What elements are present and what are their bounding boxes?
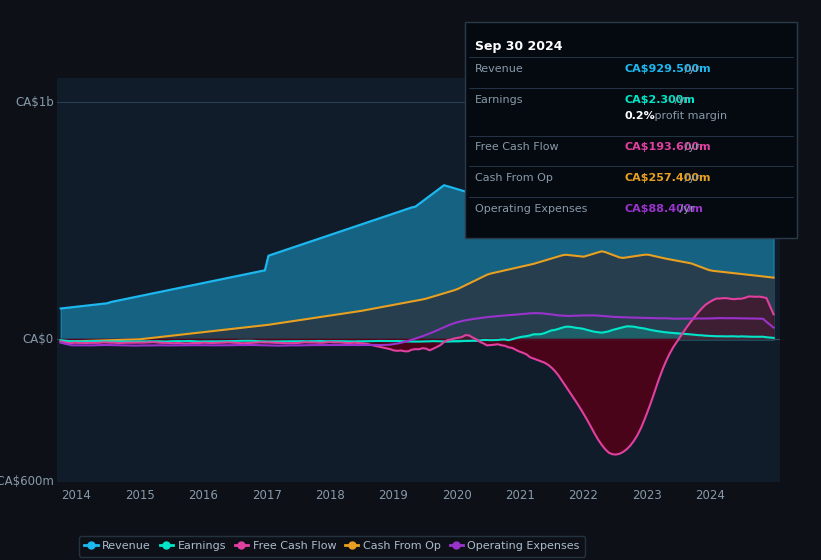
Text: -CA$600m: -CA$600m	[0, 475, 54, 488]
Text: /yr: /yr	[671, 95, 689, 105]
Text: CA$257.400m: CA$257.400m	[625, 173, 711, 183]
Text: Cash From Op: Cash From Op	[475, 173, 553, 183]
Text: Operating Expenses: Operating Expenses	[475, 204, 587, 214]
Text: profit margin: profit margin	[651, 111, 727, 122]
Text: CA$88.400m: CA$88.400m	[625, 204, 704, 214]
Text: /yr: /yr	[681, 142, 699, 152]
Text: CA$1b: CA$1b	[15, 96, 54, 109]
Text: CA$929.500m: CA$929.500m	[625, 64, 712, 74]
Text: /yr: /yr	[681, 64, 699, 74]
Text: 0.2%: 0.2%	[625, 111, 655, 122]
Legend: Revenue, Earnings, Free Cash Flow, Cash From Op, Operating Expenses: Revenue, Earnings, Free Cash Flow, Cash …	[79, 535, 585, 557]
Text: /yr: /yr	[676, 204, 695, 214]
Text: CA$2.300m: CA$2.300m	[625, 95, 695, 105]
Text: Earnings: Earnings	[475, 95, 523, 105]
Text: Revenue: Revenue	[475, 64, 523, 74]
Text: Free Cash Flow: Free Cash Flow	[475, 142, 558, 152]
Text: CA$0: CA$0	[23, 333, 54, 346]
Text: Sep 30 2024: Sep 30 2024	[475, 40, 562, 53]
Text: /yr: /yr	[681, 173, 699, 183]
Text: CA$193.600m: CA$193.600m	[625, 142, 712, 152]
